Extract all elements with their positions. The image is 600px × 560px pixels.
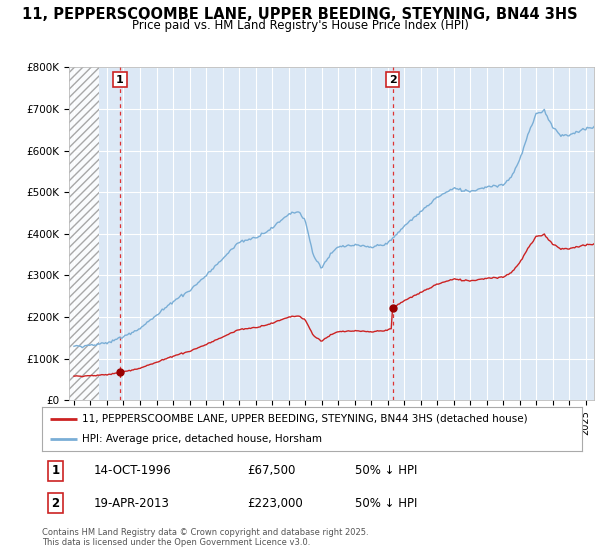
Text: 2: 2 (389, 74, 397, 85)
Text: 1: 1 (52, 464, 59, 478)
Text: 19-APR-2013: 19-APR-2013 (94, 497, 169, 510)
Text: £223,000: £223,000 (247, 497, 303, 510)
Text: 50% ↓ HPI: 50% ↓ HPI (355, 497, 418, 510)
Text: £67,500: £67,500 (247, 464, 296, 478)
Text: HPI: Average price, detached house, Horsham: HPI: Average price, detached house, Hors… (83, 434, 323, 444)
Text: 11, PEPPERSCOOMBE LANE, UPPER BEEDING, STEYNING, BN44 3HS (detached house): 11, PEPPERSCOOMBE LANE, UPPER BEEDING, S… (83, 414, 528, 424)
Text: 14-OCT-1996: 14-OCT-1996 (94, 464, 171, 478)
Text: 50% ↓ HPI: 50% ↓ HPI (355, 464, 418, 478)
Text: 2: 2 (52, 497, 59, 510)
Text: Price paid vs. HM Land Registry's House Price Index (HPI): Price paid vs. HM Land Registry's House … (131, 19, 469, 32)
Text: 1: 1 (116, 74, 124, 85)
Text: 11, PEPPERSCOOMBE LANE, UPPER BEEDING, STEYNING, BN44 3HS: 11, PEPPERSCOOMBE LANE, UPPER BEEDING, S… (22, 7, 578, 22)
Text: Contains HM Land Registry data © Crown copyright and database right 2025.
This d: Contains HM Land Registry data © Crown c… (42, 528, 368, 547)
